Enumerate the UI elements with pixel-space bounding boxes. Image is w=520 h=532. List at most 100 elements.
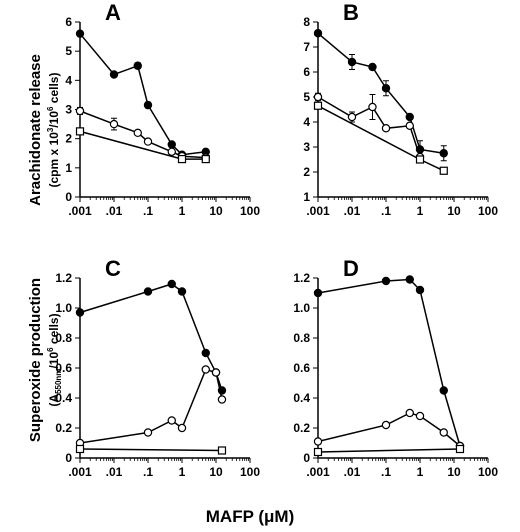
panel-label: A [105, 0, 121, 25]
data-point [75, 444, 85, 454]
data-point [381, 124, 391, 133]
data-point [143, 100, 153, 110]
data-point [439, 386, 448, 395]
y-tick-label: 5 [303, 90, 310, 104]
data-point [415, 285, 425, 295]
data-point [313, 92, 323, 102]
series-line [79, 283, 223, 391]
y-axis-label-bottom-units: (A550nm/106 cells) [46, 313, 63, 406]
data-point [405, 275, 414, 284]
x-tick-label: .001 [306, 465, 330, 479]
x-tick-label: .001 [306, 204, 330, 218]
series-open-square [75, 444, 227, 455]
x-tick-label: 100 [478, 465, 498, 479]
data-point [405, 408, 414, 418]
data-point [201, 154, 210, 164]
x-tick-label: .1 [381, 465, 391, 479]
y-tick-label: 1.0 [55, 301, 72, 315]
data-point [347, 57, 357, 67]
data-point [313, 101, 323, 110]
series-filled-circle [313, 29, 448, 162]
panel-b: .001 .01 .1 1 10 100 1 2 3 4 5 6 7 8 B [303, 0, 498, 218]
x-tick-label: 10 [447, 204, 461, 218]
x-tick-label: 100 [240, 465, 260, 479]
y-tick-label: 6 [65, 15, 72, 29]
series-open-circle [313, 92, 425, 162]
y-tick-label: 0.8 [55, 331, 72, 345]
x-tick-label: 1 [179, 204, 186, 218]
y-tick-label: 0.4 [293, 391, 310, 405]
series-line [317, 448, 461, 453]
data-point [313, 288, 323, 298]
x-tick-label: .1 [381, 204, 391, 218]
x-tick-label: 10 [209, 465, 223, 479]
series-line [317, 96, 421, 158]
data-point [439, 149, 448, 158]
y-tick-label: 1 [303, 190, 310, 204]
data-point [381, 84, 391, 93]
y-tick-label: 3 [65, 103, 72, 117]
x-tick-label: 10 [209, 204, 223, 218]
y-tick-label: 0.4 [55, 391, 72, 405]
data-point [133, 61, 142, 70]
y-axis-label-top: Arachidonate release [27, 54, 44, 206]
x-tick-label: .01 [344, 204, 361, 218]
x-axis-label: MAFP (μM) [206, 507, 294, 526]
series-open-square [313, 101, 448, 175]
y-tick-label: 4 [303, 115, 310, 129]
series-line [317, 105, 445, 172]
y-tick-label: 0.2 [55, 421, 72, 435]
data-point [455, 444, 465, 454]
data-point [109, 70, 119, 79]
data-point [75, 106, 85, 116]
data-point [313, 29, 323, 38]
y-tick-label: 5 [65, 44, 72, 58]
data-point [133, 128, 142, 138]
data-point [143, 428, 153, 437]
panel-a: .001 .01 .1 1 10 100 0 1 2 3 4 5 6 A [65, 0, 260, 218]
y-tick-label: 1.2 [55, 271, 72, 285]
y-tick-label: 0 [303, 451, 310, 465]
data-point [167, 416, 176, 425]
data-point [211, 368, 221, 377]
data-point [177, 423, 187, 433]
panel-label: B [343, 0, 359, 25]
data-point [368, 62, 377, 72]
data-point [109, 119, 119, 129]
y-tick-label: 0 [65, 190, 72, 204]
x-tick-label: 1 [417, 204, 424, 218]
series-open-circle [313, 408, 465, 451]
y-tick-label: 0.2 [293, 421, 310, 435]
series-open-square [313, 444, 465, 457]
y-tick-label: 8 [303, 15, 310, 29]
data-point [415, 155, 425, 164]
y-tick-label: 1.2 [293, 271, 310, 285]
panel-c: .001 .01 .1 1 10 100 0 0.2 0.4 0.6 0.8 1.0 1.2 C [55, 256, 260, 479]
x-tick-label: .01 [106, 465, 123, 479]
data-point [405, 121, 414, 130]
data-point [439, 428, 448, 437]
data-point [201, 348, 210, 358]
y-tick-label: 1 [65, 161, 72, 175]
series-filled-circle [75, 29, 210, 159]
y-tick-label: 2 [303, 165, 310, 179]
data-point [143, 137, 153, 146]
data-point [381, 420, 391, 430]
data-point [167, 279, 176, 289]
series-line [79, 110, 206, 159]
x-tick-label: .001 [68, 465, 92, 479]
data-point [368, 102, 377, 112]
y-tick-label: 3 [303, 140, 310, 154]
y-tick-label: 4 [65, 73, 72, 87]
x-tick-label: .1 [143, 465, 153, 479]
panel-d: .001 .01 .1 1 10 100 0 0.2 0.4 0.6 0.8 1.0 1.2 D [293, 256, 498, 479]
y-tick-label: 6 [303, 65, 310, 79]
series-line [317, 412, 461, 447]
data-point [75, 308, 85, 317]
x-tick-label: 100 [240, 204, 260, 218]
data-point [167, 147, 176, 156]
x-tick-label: .001 [68, 204, 92, 218]
y-tick-label: 0.6 [55, 361, 72, 375]
